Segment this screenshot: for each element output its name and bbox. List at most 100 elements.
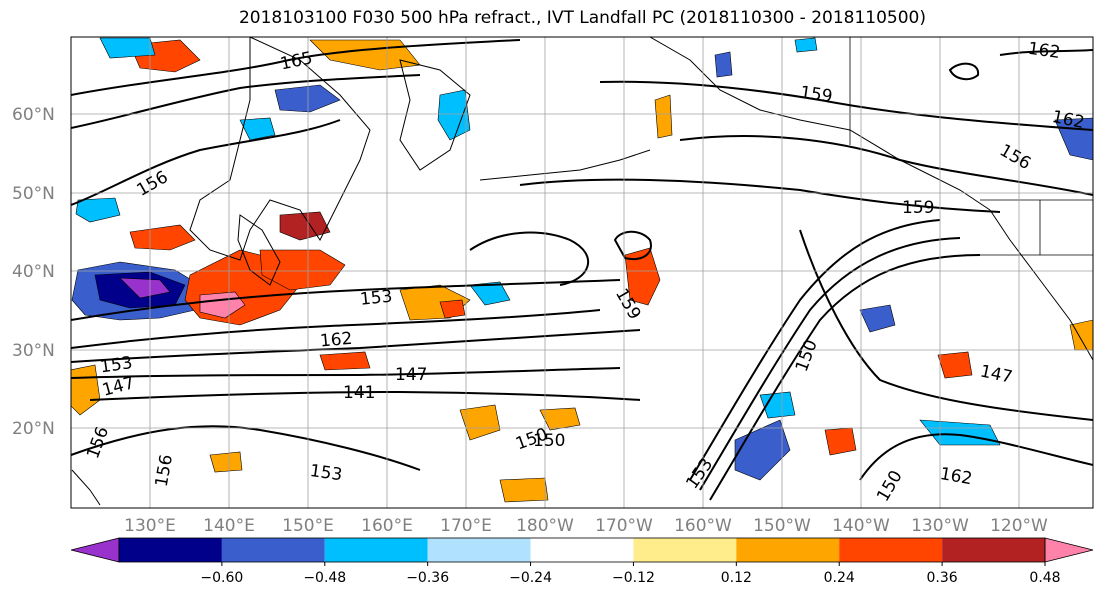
lon-label: 140°E: [203, 516, 255, 536]
lat-label: 50°N: [12, 184, 55, 204]
colorbar-segment: [633, 538, 737, 562]
colorbar-tick-label: −0.60: [200, 570, 243, 586]
lon-label: 150°E: [282, 516, 334, 536]
contour-lines: [71, 39, 1093, 501]
coastline-kamchatka: [399, 59, 471, 171]
lon-label: 170°W: [595, 516, 653, 536]
coastline-japan: [237, 214, 281, 286]
shading-patch: [259, 249, 346, 291]
contour-label: 153: [359, 287, 393, 310]
contour-line: [71, 39, 521, 96]
colorbar-segments: [70, 537, 1094, 563]
lon-label: 150°W: [753, 516, 811, 536]
contour-line: [71, 119, 341, 206]
colorbar-extend-low: [70, 537, 120, 563]
shading-patch: [654, 94, 673, 139]
shading-patch: [937, 351, 973, 379]
colorbar-tick-label: −0.48: [303, 570, 346, 586]
shading-patch: [279, 211, 331, 241]
lat-label: 60°N: [12, 105, 55, 125]
lon-label: 140°W: [832, 516, 890, 536]
borders: [849, 37, 1093, 256]
colorbar-ticks: −0.60 −0.48 −0.36 −0.24 −0.12 0.12 0.24 0.36 0.4…: [200, 562, 1061, 586]
shading-patch: [129, 224, 196, 251]
colorbar-tick-label: 0.36: [927, 570, 958, 586]
contour-label: 147: [395, 365, 427, 385]
contour-line: [89, 390, 641, 401]
lat-label: 20°N: [12, 419, 55, 439]
gridlines: [71, 37, 1093, 508]
colorbar-tick-label: 0.12: [721, 570, 752, 586]
contour-line: [599, 80, 1093, 131]
contour-label: 150: [533, 431, 565, 451]
contour-line: [613, 230, 652, 260]
coastline-na-west: [989, 209, 1093, 361]
lon-label: 160°E: [361, 516, 413, 536]
colorbar-outline: [118, 537, 1046, 563]
colorbar-segment: [427, 538, 531, 562]
contour-label: 141: [343, 383, 375, 403]
contour-line: [999, 49, 1093, 56]
contour-line: [71, 309, 601, 349]
contour-line: [948, 62, 980, 81]
colorbar-tick-label: −0.12: [612, 570, 655, 586]
contour-line: [859, 433, 1093, 481]
shading-patch: [499, 477, 549, 503]
shading-patch: [469, 281, 511, 306]
shading-patch: [437, 89, 471, 141]
colorbar-segment: [530, 538, 634, 562]
colorbar-extend-high: [1044, 537, 1094, 563]
shading-patch: [1069, 319, 1093, 351]
contour-line: [699, 237, 961, 491]
colorbar-tick-label: −0.24: [509, 570, 552, 586]
shading-patch: [99, 37, 156, 59]
shading-patch: [759, 391, 796, 419]
contour-label: 159: [902, 198, 934, 218]
colorbar-segment: [119, 538, 222, 562]
colorbar-segment: [736, 538, 840, 562]
shading-patch: [319, 351, 371, 371]
latitude-labels: 60°N 50°N 40°N 30°N 20°N: [12, 105, 55, 439]
contour-label: 153: [99, 353, 134, 377]
contour-line: [71, 367, 621, 379]
plot-border: [70, 36, 1094, 509]
contour-line: [71, 279, 621, 321]
contour-label: 159: [799, 83, 834, 107]
shading-patch: [274, 84, 341, 113]
coastline-aleutians: [479, 149, 651, 181]
shading-patch: [239, 117, 276, 141]
lon-label: 130°E: [124, 516, 176, 536]
contour-line: [799, 229, 1093, 421]
shading-patch: [119, 277, 171, 299]
lon-label: 170°E: [440, 516, 492, 536]
lat-label: 40°N: [12, 262, 55, 282]
contour-label: 153: [309, 461, 344, 485]
lon-label: 130°W: [911, 516, 969, 536]
plot-area: 165 162 159 162 156 156 159 153 159 162 …: [71, 37, 1093, 508]
coastline-asia: [189, 37, 371, 261]
colorbar-segment: [839, 538, 943, 562]
contour-line: [71, 425, 421, 471]
lon-label: 180°W: [516, 516, 574, 536]
colorbar-tick-label: −0.36: [406, 570, 449, 586]
colorbar-segment: [221, 538, 325, 562]
shading-patch: [714, 51, 733, 78]
contour-line: [71, 329, 641, 363]
contour-line: [689, 219, 941, 481]
shading-patch: [824, 427, 857, 456]
shading-patch: [794, 37, 818, 53]
shading-patch: [859, 304, 896, 333]
shaded-anomaly-field: [71, 37, 1093, 503]
contour-line: [469, 231, 590, 286]
colorbar: −0.60 −0.48 −0.36 −0.24 −0.12 0.12 0.24 0.36 0.4…: [70, 537, 1094, 586]
shading-patch: [459, 404, 501, 441]
contour-line: [709, 254, 981, 501]
contour-label: 162: [1027, 39, 1062, 63]
shading-patch: [624, 247, 661, 306]
longitude-labels: 130°E 140°E 150°E 160°E 170°E 180°W 170°…: [124, 516, 1048, 536]
shading-patch: [439, 299, 466, 319]
lat-label: 30°N: [12, 341, 55, 361]
shading-patch: [209, 451, 243, 473]
colorbar-segment: [324, 538, 428, 562]
